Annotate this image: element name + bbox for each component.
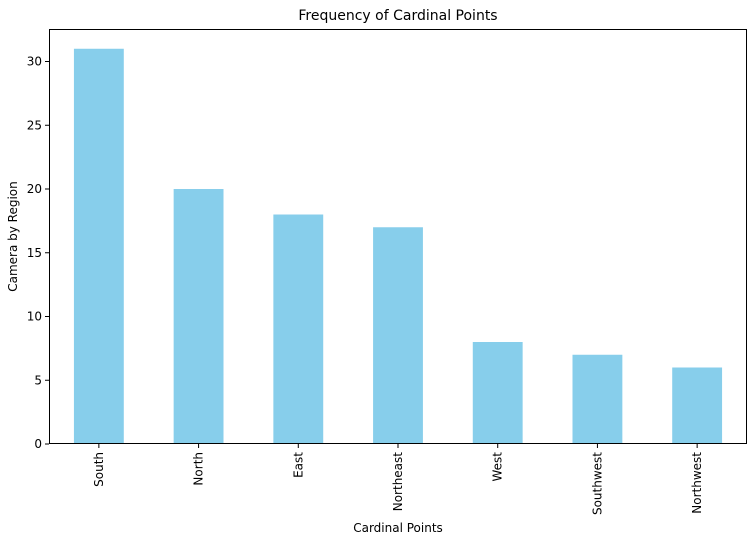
x-axis-ticks: South North East Northeast West Southwest Nort… xyxy=(92,444,704,515)
y-tick-label: 20 xyxy=(27,182,42,196)
y-axis-ticks: 0 5 10 15 20 25 30 xyxy=(27,55,49,451)
x-tick-label: South xyxy=(92,452,106,487)
bar-west xyxy=(472,342,523,444)
y-tick-label: 0 xyxy=(34,437,42,451)
bar-south xyxy=(73,48,124,445)
x-tick-label: Northeast xyxy=(391,452,405,512)
y-tick-label: 25 xyxy=(27,118,42,132)
bar-north xyxy=(173,189,224,444)
y-tick-label: 15 xyxy=(27,246,42,260)
x-tick-label: East xyxy=(291,452,305,478)
y-tick-label: 30 xyxy=(27,55,42,69)
bar-southwest xyxy=(572,354,623,444)
bar-east xyxy=(273,214,324,444)
x-tick-label: West xyxy=(491,452,505,482)
bar-northwest xyxy=(672,367,723,444)
bars-layer xyxy=(73,48,723,445)
bar-northeast xyxy=(373,227,423,444)
x-tick-label: North xyxy=(192,452,206,486)
x-tick-label: Southwest xyxy=(590,452,604,515)
chart-title: Frequency of Cardinal Points xyxy=(298,8,497,24)
x-tick-label: Northwest xyxy=(690,452,704,514)
y-axis-label: Camera by Region xyxy=(6,181,20,292)
y-tick-label: 10 xyxy=(27,310,42,324)
plot-frame xyxy=(49,29,747,444)
x-axis-label: Cardinal Points xyxy=(353,521,443,535)
y-tick-label: 5 xyxy=(34,373,42,387)
